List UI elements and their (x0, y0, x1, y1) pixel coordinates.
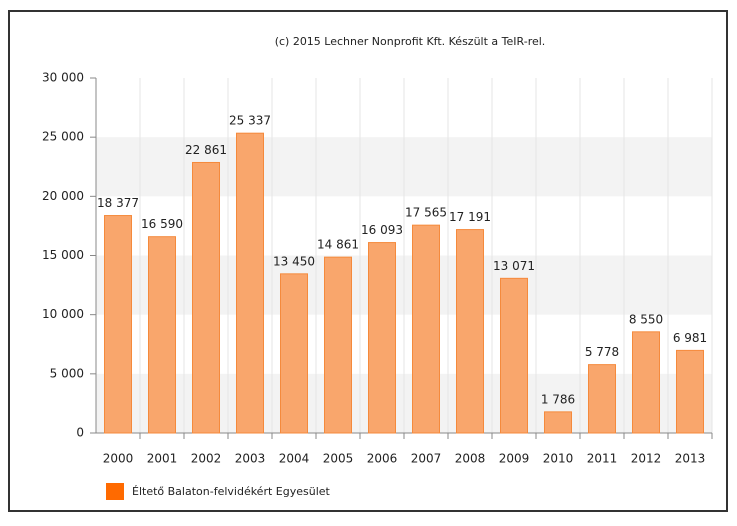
bar (588, 364, 616, 434)
x-tick-label: 2007 (411, 452, 442, 466)
bar (192, 161, 220, 434)
value-label: 14 861 (317, 238, 359, 252)
x-tick-label: 2013 (675, 452, 706, 466)
value-label: 18 377 (97, 196, 139, 210)
bar (500, 277, 528, 434)
y-tick-label: 10 000 (42, 307, 84, 321)
bar (280, 273, 308, 434)
x-tick-label: 2012 (631, 452, 662, 466)
bar (412, 224, 440, 434)
legend-swatch (106, 483, 124, 500)
value-label: 13 071 (493, 259, 535, 273)
y-tick-label: 25 000 (42, 130, 84, 144)
bar (544, 411, 572, 434)
value-label: 17 191 (449, 210, 491, 224)
x-tick-label: 2005 (323, 452, 354, 466)
bar (456, 229, 484, 434)
y-tick-label: 0 (76, 426, 84, 440)
bar (104, 215, 132, 434)
x-tick-label: 2000 (103, 452, 134, 466)
bar (236, 132, 264, 434)
x-tick-label: 2010 (543, 452, 574, 466)
chart-title: (c) 2015 Lechner Nonprofit Kft. Készült … (275, 35, 546, 48)
value-label: 5 778 (585, 345, 619, 359)
x-tick-label: 2001 (147, 452, 178, 466)
x-tick-label: 2011 (587, 452, 618, 466)
value-label: 1 786 (541, 392, 575, 406)
x-tick-label: 2008 (455, 452, 486, 466)
y-tick-label: 30 000 (42, 71, 84, 85)
bar (368, 242, 396, 434)
x-tick-label: 2009 (499, 452, 530, 466)
value-label: 17 565 (405, 206, 447, 220)
value-label: 22 861 (185, 143, 227, 157)
bar (676, 349, 704, 434)
value-label: 6 981 (673, 331, 707, 345)
y-tick-label: 20 000 (42, 189, 84, 203)
bar (148, 236, 176, 434)
x-tick-label: 2004 (279, 452, 310, 466)
value-label: 8 550 (629, 312, 663, 326)
bar (324, 256, 352, 434)
x-tick-label: 2006 (367, 452, 398, 466)
value-label: 16 093 (361, 223, 403, 237)
bar (632, 331, 660, 434)
y-tick-label: 15 000 (42, 248, 84, 262)
value-label: 13 450 (273, 254, 315, 268)
value-label: 16 590 (141, 217, 183, 231)
value-label: 25 337 (229, 114, 271, 128)
x-tick-label: 2002 (191, 452, 222, 466)
x-tick-label: 2003 (235, 452, 266, 466)
y-tick-label: 5 000 (50, 366, 84, 380)
legend-label: Éltető Balaton-felvidékért Egyesület (132, 485, 331, 498)
